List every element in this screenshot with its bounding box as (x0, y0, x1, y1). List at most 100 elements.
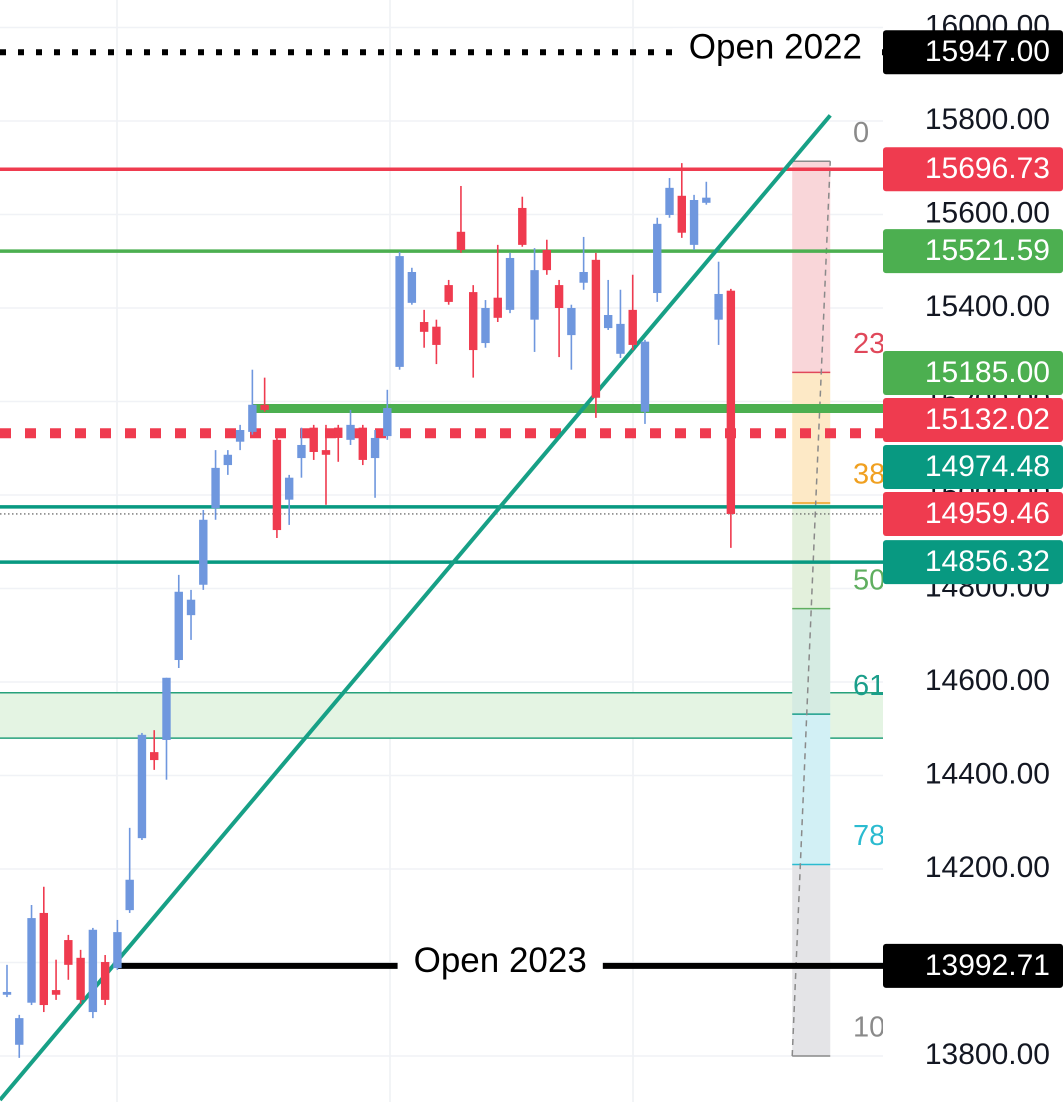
y-tick-label: 15400.00 (925, 290, 1050, 323)
candle-body (76, 957, 85, 1000)
fib-label: 61.8 (853, 670, 909, 702)
fib-label: 50 (853, 564, 885, 596)
fib-zone (792, 372, 831, 504)
candle-body (444, 285, 453, 302)
candle-body (125, 879, 134, 911)
level-name: Open 2023 (414, 941, 587, 980)
fib-label: 78.6 (853, 820, 909, 852)
y-tick-label: 14200.00 (925, 851, 1050, 884)
candle-body (665, 187, 674, 215)
candle-body (284, 477, 294, 500)
candle-body (223, 454, 233, 466)
candle-body (469, 292, 478, 351)
level-name-bg (672, 28, 878, 77)
candle-body (432, 326, 441, 345)
price-label: 13992.71 (925, 949, 1050, 982)
candle-body (591, 259, 601, 398)
candle-body (211, 467, 220, 509)
plot-area: 0 23.6 38.2 50 61.8 78.6 100 Open 2022 Open 2023 (0, 0, 909, 1102)
fib-label: 100 (853, 1012, 901, 1044)
candle-body (27, 918, 36, 1003)
candle-body (162, 677, 171, 740)
candle-body (370, 437, 380, 459)
candle-body (653, 223, 662, 294)
zone (0, 692, 883, 739)
fib-zone (792, 864, 831, 1056)
y-tick-label: 15600.00 (925, 196, 1050, 229)
price-label: 15185.00 (925, 356, 1050, 389)
candle-body (567, 307, 576, 336)
candle-body (726, 290, 736, 514)
candle-body (15, 1018, 24, 1045)
candle-body (456, 231, 466, 251)
candle-body (579, 271, 588, 283)
candle-body (248, 404, 257, 432)
candle-body (174, 591, 183, 661)
candle-body (616, 323, 625, 354)
price-label: 15696.73 (925, 152, 1050, 185)
price-label: 14856.32 (925, 545, 1050, 578)
candle-body (505, 257, 515, 310)
candle-body (395, 256, 404, 367)
candle-body (260, 404, 269, 410)
candle-body (554, 285, 564, 308)
candle-body (334, 427, 343, 438)
price-label-bg (883, 229, 1063, 274)
candle-body (309, 427, 318, 452)
price-label-bg (883, 444, 1063, 489)
candle-body (493, 297, 502, 318)
price-label: 14974.48 (925, 450, 1050, 483)
fib-zone (792, 161, 831, 373)
price-label: 15947.00 (925, 35, 1050, 68)
price-label-bg (883, 30, 1063, 75)
candle-body (419, 322, 429, 332)
candle-body (235, 430, 245, 442)
candle-body (702, 197, 711, 203)
price-label-bg (883, 943, 1063, 988)
candle-body (518, 207, 527, 245)
candle-body (88, 929, 98, 1013)
fib-label: 0 (853, 117, 869, 149)
level-name-bg (397, 941, 603, 990)
candle-body (481, 307, 490, 344)
candle-body (542, 250, 552, 271)
candle-body (530, 270, 539, 320)
price-label: 15132.02 (925, 403, 1050, 436)
candle-body (628, 309, 637, 345)
y-tick-label: 14600.00 (925, 664, 1050, 697)
candle-body (358, 427, 367, 460)
price-label-bg (883, 147, 1063, 192)
price-label-bg (883, 397, 1063, 442)
candle-body (186, 599, 196, 616)
price-label: 15521.59 (925, 234, 1050, 267)
candle-body (150, 752, 159, 761)
candle-body (640, 341, 650, 412)
fib-label: 23.6 (853, 328, 909, 360)
fib-zone (792, 714, 831, 865)
candle-body (199, 519, 208, 585)
candle-body (383, 408, 392, 437)
candle-body (100, 962, 110, 1000)
price-label: 14959.46 (925, 497, 1050, 530)
candle-body (346, 424, 355, 440)
candle-body (113, 932, 122, 969)
y-tick-label: 15800.00 (925, 103, 1050, 136)
candle-body (39, 912, 49, 1006)
candle-body (51, 990, 61, 995)
level-name: Open 2022 (689, 28, 862, 67)
candle-body (677, 195, 686, 233)
y-tick-label: 13800.00 (925, 1038, 1050, 1071)
candle-body (272, 439, 282, 531)
price-label-bg (883, 350, 1063, 395)
price-label-bg (883, 491, 1063, 536)
candle-body (137, 734, 147, 839)
candle-body (2, 991, 12, 995)
y-tick-label: 14400.00 (925, 757, 1050, 790)
candle-body (64, 940, 73, 965)
candle-body (714, 293, 723, 320)
candle-body (689, 199, 699, 245)
price-label-bg (883, 540, 1063, 585)
candle-body (603, 315, 613, 329)
